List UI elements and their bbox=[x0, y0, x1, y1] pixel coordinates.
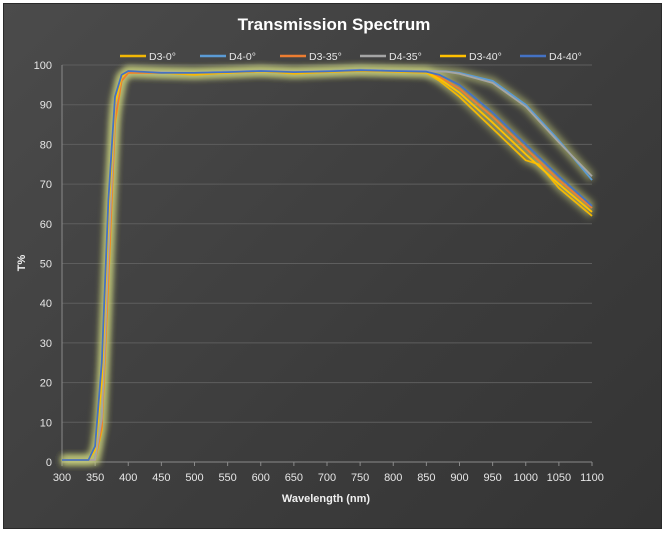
x-tick-label: 600 bbox=[252, 472, 270, 484]
x-tick-label: 550 bbox=[218, 472, 236, 484]
series-lines bbox=[62, 68, 593, 461]
legend-label: D4-35° bbox=[389, 51, 422, 63]
series-line-5 bbox=[62, 69, 593, 461]
legend-label: D3-35° bbox=[309, 51, 342, 63]
x-tick-label: 650 bbox=[285, 472, 303, 484]
y-tick-label: 60 bbox=[40, 219, 52, 231]
legend-label: D4-0° bbox=[229, 51, 256, 63]
y-tick-label: 80 bbox=[40, 139, 52, 151]
x-tick-label: 500 bbox=[185, 472, 203, 484]
y-tick-label: 20 bbox=[40, 378, 52, 390]
y-tick-label: 30 bbox=[40, 338, 52, 350]
y-tick-label: 10 bbox=[40, 417, 52, 429]
series-glows bbox=[62, 65, 596, 464]
x-tick-label: 950 bbox=[483, 472, 501, 484]
x-tick-label: 1100 bbox=[580, 472, 604, 484]
x-axis-label: Wavelength (nm) bbox=[282, 493, 371, 505]
x-tick-label: 800 bbox=[384, 472, 402, 484]
y-tick-label: 90 bbox=[40, 100, 52, 112]
y-tick-label: 100 bbox=[34, 60, 52, 72]
x-tick-label: 750 bbox=[351, 472, 369, 484]
series-glow bbox=[62, 66, 595, 464]
x-tick-label: 900 bbox=[450, 472, 468, 484]
legend-label: D3-40° bbox=[469, 51, 502, 63]
x-tick-label: 850 bbox=[417, 472, 435, 484]
axes: 0 10 20 30 40 50 60 70 80 90 100 300 350 400 450 500 550… bbox=[34, 60, 604, 484]
gridlines bbox=[62, 64, 592, 463]
y-tick-label: 50 bbox=[40, 259, 52, 271]
x-tick-label: 300 bbox=[53, 472, 71, 484]
legend-label: D3-0° bbox=[149, 51, 176, 63]
x-tick-label: 400 bbox=[119, 472, 137, 484]
y-tick-label: 70 bbox=[40, 179, 52, 191]
legend-label: D4-40° bbox=[549, 51, 582, 63]
x-tick-label: 700 bbox=[318, 472, 336, 484]
x-tick-label: 350 bbox=[86, 472, 104, 484]
y-tick-label: 0 bbox=[46, 457, 52, 469]
chart-title: Transmission Spectrum bbox=[238, 15, 431, 34]
y-tick-label: 40 bbox=[40, 298, 52, 310]
x-tick-label: 450 bbox=[152, 472, 170, 484]
x-tick-label: 1050 bbox=[547, 472, 571, 484]
y-axis-label: T% bbox=[16, 255, 28, 272]
x-tick-label: 1000 bbox=[514, 472, 538, 484]
legend: D3-0° D4-0° D3-35° D4-35° D3-40° D4-40° bbox=[120, 51, 582, 63]
